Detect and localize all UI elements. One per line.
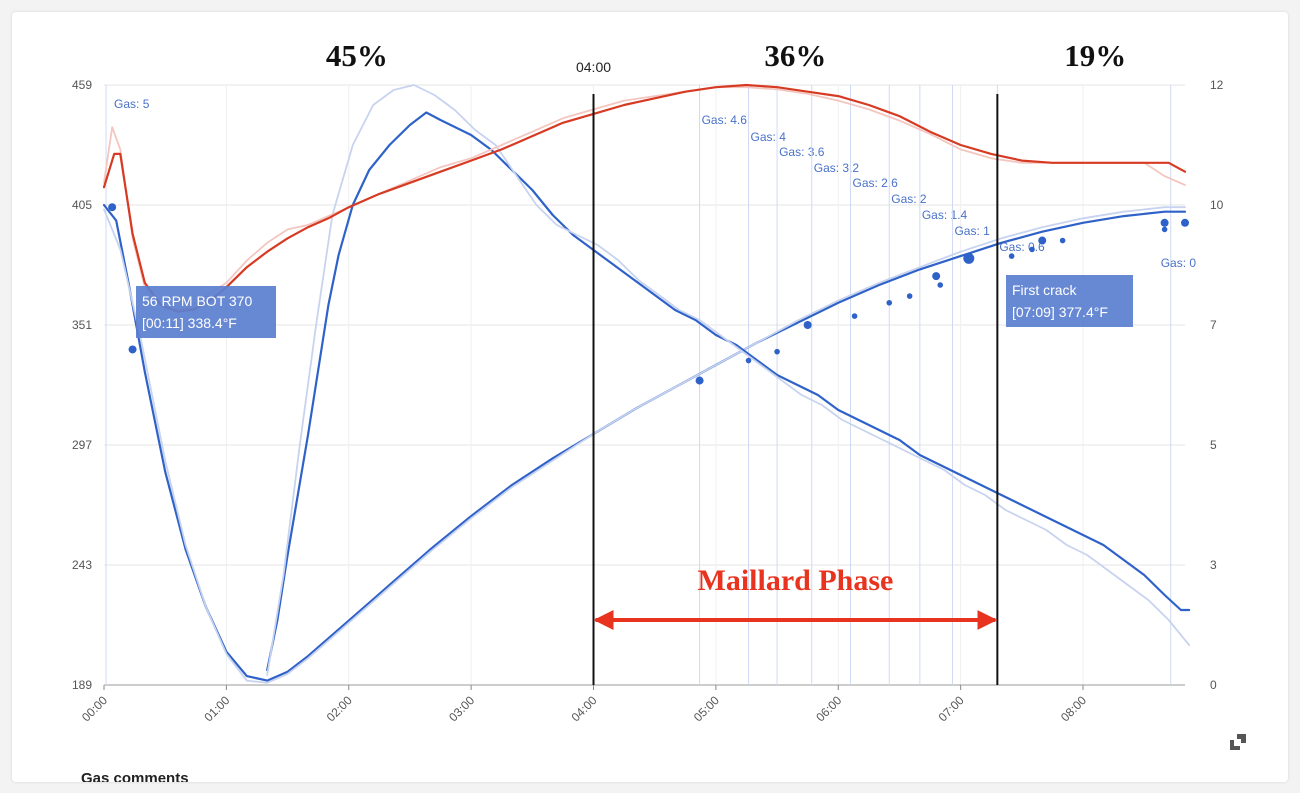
y-left-tick-label: 405 (72, 198, 92, 212)
gas-event-label: Gas: 1 (954, 224, 990, 238)
event-dot (1161, 226, 1168, 233)
x-tick-label: 08:00 (1058, 693, 1089, 724)
tooltip-box (136, 286, 276, 338)
event-dot (886, 299, 893, 306)
tooltip-line: First crack (1012, 282, 1078, 298)
y-right-tick-label: 7 (1210, 318, 1217, 332)
x-tick-label: 01:00 (201, 693, 232, 724)
series-line (266, 111, 1191, 672)
event-dot (1008, 253, 1015, 259)
event-dot (906, 293, 913, 299)
event-dot (1181, 218, 1189, 227)
tooltip-line: [00:11] 338.4°F (142, 315, 237, 331)
gas-event-label: Gas: 4 (751, 130, 787, 144)
event-dot (963, 252, 975, 264)
x-tick-label: 06:00 (813, 693, 844, 724)
event-dot (803, 321, 812, 329)
event-dot (932, 272, 941, 281)
gas-event-label: Gas: 2.6 (853, 176, 899, 190)
gas-comments-heading: Gas comments (81, 770, 189, 782)
tooltip-line: [07:09] 377.4°F (1012, 304, 1108, 320)
event-dot (128, 345, 137, 354)
event-dot (108, 203, 117, 212)
y-right-tick-label: 3 (1210, 558, 1217, 572)
phase-percent-label: 19% (1064, 38, 1126, 73)
phase-percent-label: 45% (326, 38, 388, 73)
y-right-tick-label: 12 (1210, 78, 1224, 92)
event-dot (774, 348, 780, 355)
x-tick-label: 03:00 (446, 693, 477, 724)
expand-icon[interactable] (1228, 732, 1248, 752)
y-left-tick-label: 297 (72, 438, 92, 452)
y-left-tick-label: 459 (72, 78, 92, 92)
event-dot (1038, 236, 1047, 245)
gas-event-label: Gas: 1.4 (922, 208, 968, 222)
y-right-tick-label: 5 (1210, 438, 1217, 452)
gas-event-label: Gas: 0 (1161, 256, 1197, 270)
phase-marker-label: 04:00 (576, 59, 611, 75)
gas-event-label: Gas: 3.2 (814, 161, 860, 175)
event-dot (937, 282, 944, 288)
maillard-phase-label: Maillard Phase (698, 564, 894, 597)
tooltip-box (1006, 275, 1133, 327)
event-dot (1029, 246, 1035, 253)
gas-event-label: Gas: 3.6 (779, 145, 825, 159)
gas-event-label: Gas: 4.6 (702, 113, 748, 127)
gas-event-label: Gas: 5 (114, 97, 150, 111)
x-tick-label: 02:00 (324, 693, 355, 724)
phase-percent-label: 36% (764, 38, 826, 73)
series-line (266, 84, 1190, 676)
gas-event-label: Gas: 2 (891, 192, 927, 206)
y-left-tick-label: 243 (72, 558, 92, 572)
x-tick-label: 00:00 (79, 693, 110, 724)
x-tick-label: 05:00 (691, 693, 722, 724)
event-dot (745, 357, 752, 364)
series-line (103, 206, 1186, 684)
x-tick-label: 04:00 (568, 693, 599, 724)
tooltip-line: 56 RPM BOT 370 (142, 293, 252, 309)
x-tick-label: 07:00 (936, 693, 967, 724)
event-dot (1160, 218, 1169, 227)
y-right-tick-label: 0 (1210, 678, 1217, 692)
y-right-tick-label: 10 (1210, 198, 1224, 212)
chart-card: 189 0 243 3 297 5 351 7 405 10 459 12 00:00 01:00 02:0… (12, 12, 1288, 782)
y-left-tick-label: 351 (72, 318, 92, 332)
y-left-tick-label: 189 (72, 678, 92, 692)
event-dot (1059, 237, 1066, 244)
roast-profile-chart: 189 0 243 3 297 5 351 7 405 10 459 12 00:00 01:00 02:0… (72, 38, 1224, 724)
event-dot (695, 376, 704, 385)
event-dot (851, 313, 858, 319)
